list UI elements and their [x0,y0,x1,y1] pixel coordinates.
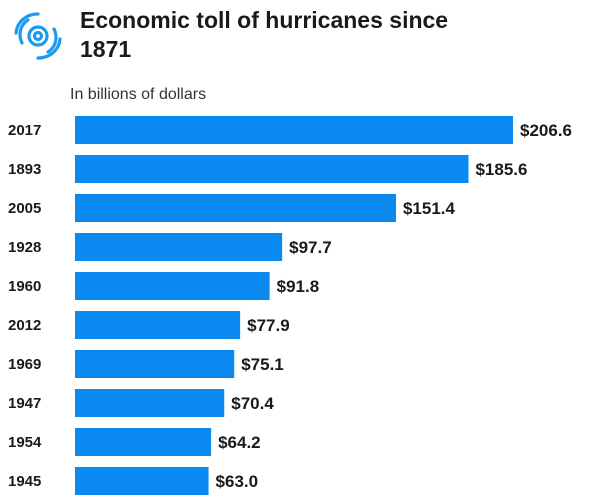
value-label: $91.8 [277,277,320,296]
chart-header: Economic toll of hurricanes since 1871 [0,0,595,90]
category-label: 2012 [8,317,41,334]
category-label: 2017 [8,122,41,139]
value-label: $70.4 [231,394,274,413]
bar [75,116,513,144]
category-label: 2005 [8,200,41,217]
bar [75,194,396,222]
value-label: $206.6 [520,121,572,140]
category-label: 1960 [8,278,41,295]
bar [75,155,469,183]
bar [75,233,283,261]
value-label: $97.7 [289,238,332,257]
category-label: 1947 [8,395,41,412]
bar [75,311,241,339]
chart-title: Economic toll of hurricanes since 1871 [80,7,449,62]
bar [75,428,212,456]
category-label: 1954 [8,434,42,451]
value-label: $63.0 [216,472,259,491]
value-label: $77.9 [247,316,290,335]
category-label: 1945 [8,473,41,490]
category-label: 1893 [8,161,41,178]
value-label: $75.1 [241,355,284,374]
value-label: $151.4 [403,199,456,218]
hurricane-icon [14,12,62,60]
chart-subtitle: In billions of dollars [70,86,207,103]
category-label: 1969 [8,356,41,373]
bar [75,350,235,378]
value-label: $64.2 [218,433,261,452]
category-label: 1928 [8,239,41,256]
bar [75,467,209,495]
bar [75,272,270,300]
bar [75,389,225,417]
value-label: $185.6 [475,160,527,179]
